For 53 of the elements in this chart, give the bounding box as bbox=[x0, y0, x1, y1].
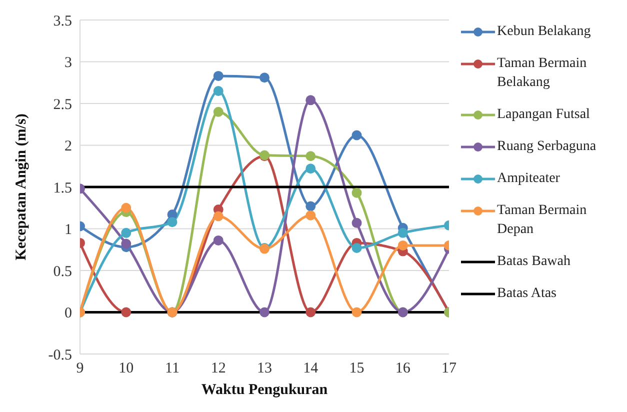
y-tick-label: 0 bbox=[64, 306, 72, 322]
point bbox=[306, 307, 316, 318]
x-tick-label: 10 bbox=[118, 360, 134, 377]
point bbox=[213, 70, 224, 81]
point bbox=[398, 240, 408, 250]
point bbox=[306, 151, 316, 162]
point bbox=[167, 217, 178, 228]
x-tick-label: 9 bbox=[76, 360, 84, 377]
legend-label: Batas Atas bbox=[497, 285, 556, 303]
y-axis-title: Kecepatan Angin (m/s) bbox=[13, 114, 30, 260]
legend-label: Batas Bawah bbox=[497, 253, 570, 271]
legend-label: Taman Bermain Belakang bbox=[497, 55, 588, 92]
y-tick-label: 0.5 bbox=[53, 264, 72, 280]
point bbox=[121, 228, 132, 238]
point bbox=[352, 242, 362, 253]
legend-label: Ampiteater bbox=[497, 170, 560, 188]
y-tick-label: -0.5 bbox=[48, 347, 72, 364]
point bbox=[306, 95, 316, 106]
point bbox=[306, 201, 316, 212]
point bbox=[213, 86, 224, 96]
x-tick-label: 17 bbox=[442, 360, 457, 377]
point bbox=[260, 307, 270, 318]
point bbox=[121, 307, 132, 318]
y-tick-label: 3.5 bbox=[53, 13, 72, 30]
x-tick-label: 12 bbox=[210, 360, 226, 377]
point bbox=[398, 228, 408, 238]
x-tick-label: 11 bbox=[165, 360, 180, 377]
point bbox=[352, 307, 362, 318]
point bbox=[213, 106, 224, 117]
point bbox=[352, 130, 362, 140]
x-tick-label: 15 bbox=[349, 360, 364, 377]
point bbox=[121, 238, 132, 249]
legend-label: Ruang Serbaguna bbox=[497, 138, 596, 156]
point bbox=[121, 202, 132, 213]
point bbox=[352, 188, 362, 198]
point bbox=[352, 218, 362, 228]
legend-label: Lapangan Futsal bbox=[497, 106, 590, 124]
y-tick-label: 2.5 bbox=[53, 96, 72, 113]
x-tick-label: 16 bbox=[395, 360, 411, 377]
point bbox=[306, 164, 316, 174]
y-tick-label: 1 bbox=[64, 222, 72, 238]
x-tick-label: 14 bbox=[303, 360, 319, 377]
point bbox=[213, 211, 224, 222]
legend-label: Kebun Belakang bbox=[497, 23, 591, 41]
y-tick-label: 1.5 bbox=[53, 180, 72, 196]
x-axis-title: Waktu Pengukuran bbox=[201, 382, 328, 398]
point bbox=[213, 235, 224, 246]
x-tick-label: 13 bbox=[257, 360, 272, 377]
legend-label: Taman Bermain Depan bbox=[497, 202, 588, 239]
point bbox=[260, 72, 270, 83]
y-tick-label: 2 bbox=[64, 138, 72, 155]
y-tick-label: 3 bbox=[64, 55, 72, 72]
point bbox=[306, 210, 316, 220]
